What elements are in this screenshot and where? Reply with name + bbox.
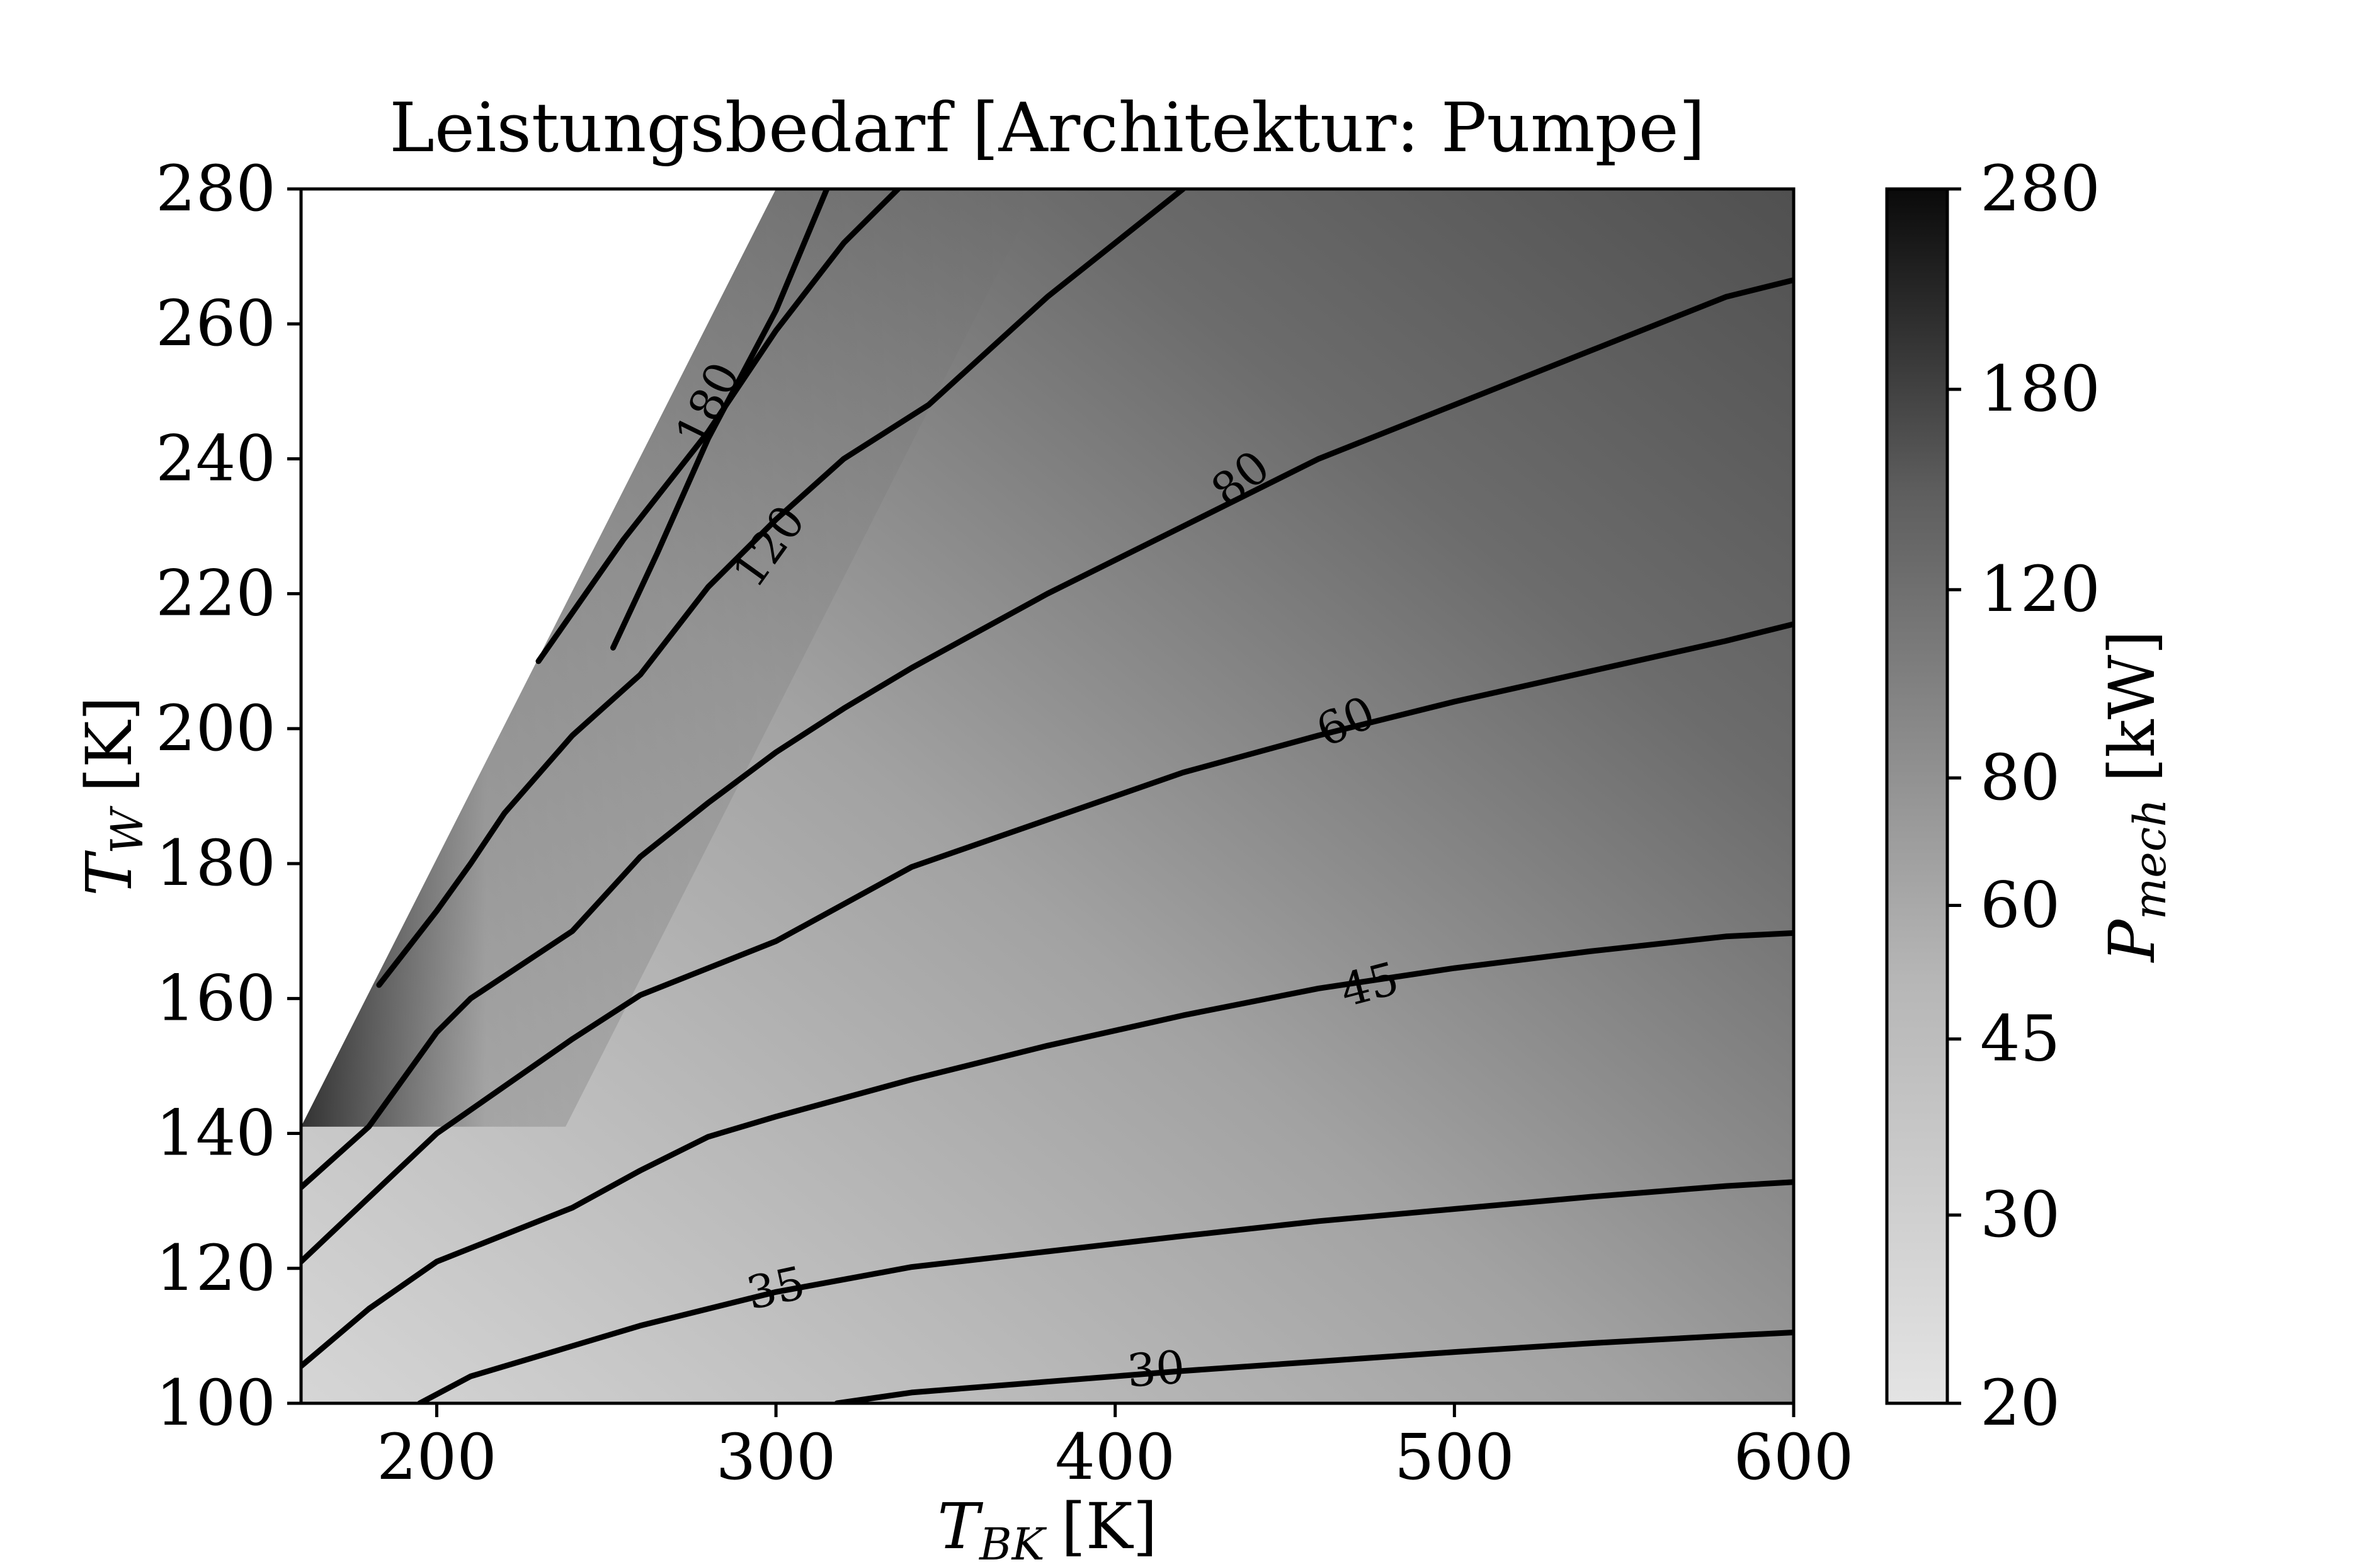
y-axis-subscript: W [101, 806, 153, 854]
contour-label-35: 35 [742, 1256, 809, 1320]
chart-title: Leistungsbedarf [Architektur: Pumpe] [389, 89, 1705, 168]
x-axis-symbol: T [937, 1490, 983, 1562]
colorbar-tick-label: 20 [1980, 1366, 2060, 1440]
y-tick-label: 100 [156, 1366, 276, 1440]
y-axis-symbol: T [72, 850, 146, 896]
y-axis-unit: [K] [72, 696, 146, 792]
colorbar-tick-label: 280 [1980, 152, 2100, 225]
contour-line-80 [376, 189, 1186, 988]
x-axis-subscript: BK [978, 1519, 1047, 1562]
y-axis-label: TW [K] [72, 696, 153, 896]
colorbar-tick-label: 60 [1980, 869, 2060, 942]
y-axis-ticks: 100 120 140 160 180 200 220 240 260 280 [156, 152, 301, 1440]
colorbar-gradient [1885, 187, 1949, 1405]
contour-line-180 [610, 189, 830, 651]
colorbar-tick-label: 45 [1980, 1002, 2060, 1076]
x-axis-unit: [K] [1061, 1490, 1158, 1562]
contour-lines [301, 189, 1794, 1403]
colorbar-unit: [kW] [2095, 630, 2169, 782]
colorbar-symbol: P [2095, 918, 2169, 963]
contour-label-45: 45 [1335, 952, 1404, 1017]
colorbar-tick-label: 80 [1980, 741, 2060, 814]
y-tick-label: 240 [156, 421, 276, 495]
colorbar-tick-label: 180 [1980, 352, 2100, 426]
contour-line-35 [417, 1179, 1794, 1403]
plot-frame [299, 187, 1796, 1405]
contour-line-120 [535, 189, 901, 664]
colorbar-tick-label: 120 [1980, 552, 2100, 626]
contour-label-text: 35 [742, 1256, 809, 1320]
y-tick-label: 180 [156, 826, 276, 900]
y-tick-label: 280 [156, 152, 276, 225]
colorbar: 20 30 45 60 80 120 180 280 Pmech [kW] [1885, 152, 2176, 1440]
contour-line-40 [301, 930, 1794, 1369]
contour-label-text: 30 [1125, 1340, 1187, 1398]
y-tick-label: 200 [156, 692, 276, 765]
contour-line-60 [301, 277, 1794, 1190]
x-tick-label: 400 [1055, 1420, 1175, 1494]
y-tick-label: 260 [156, 287, 276, 360]
y-tick-label: 120 [156, 1231, 276, 1305]
colorbar-label: Pmech [kW] [2095, 630, 2176, 964]
x-tick-label: 600 [1734, 1420, 1854, 1494]
colorbar-ticks: 20 30 45 60 80 120 180 280 [1947, 152, 2100, 1440]
x-tick-label: 500 [1394, 1420, 1515, 1494]
colorbar-subscript: mech [2124, 799, 2176, 920]
x-axis-label: TBK [K] [937, 1490, 1157, 1562]
contour-label-30: 30 [1125, 1340, 1187, 1398]
y-tick-label: 220 [156, 557, 276, 630]
steep-region-shading [301, 189, 1041, 1127]
x-tick-label: 200 [377, 1420, 497, 1494]
contour-line-30 [834, 1330, 1794, 1403]
contour-line-45 [301, 621, 1794, 1265]
x-axis-ticks: 200 300 400 500 600 [377, 1403, 1853, 1494]
colorbar-tick-label: 30 [1980, 1178, 2060, 1251]
y-tick-label: 140 [156, 1097, 276, 1170]
x-tick-label: 300 [716, 1420, 836, 1494]
y-tick-label: 160 [156, 961, 276, 1035]
